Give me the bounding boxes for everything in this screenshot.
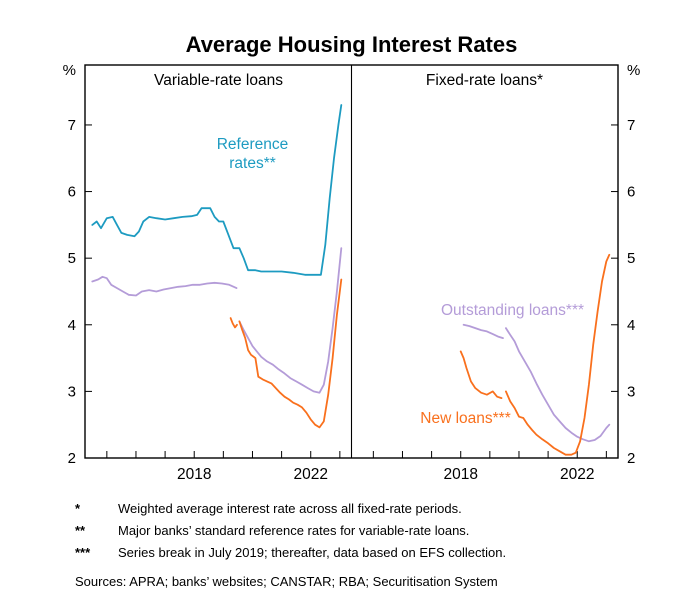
chart-canvas: 2 2 3 3 4 4 5 5 6 6 7 7% % 2018 2022 2018 2022 (63, 62, 641, 483)
footnote-text: Major banks’ standard reference rates fo… (118, 523, 470, 538)
y-axis-unit: % (63, 62, 76, 79)
y-axis-label: 5 (627, 250, 635, 267)
y-axis-label: 6 (68, 184, 76, 201)
series-line (462, 323, 504, 339)
y-axis-unit: % (627, 62, 640, 79)
chart-title: Average Housing Interest Rates (185, 32, 518, 57)
series-label-outstanding-loans: Outstanding loans*** (440, 302, 585, 319)
panel-label-fixed: Fixed-rate loans* (425, 72, 544, 89)
y-axis-label: 6 (627, 184, 635, 201)
series-line (91, 275, 238, 297)
panel-label-variable: Variable-rate loans (154, 72, 283, 89)
x-axis-label: 2022 (560, 466, 594, 483)
footnote-marker: ** (75, 523, 86, 538)
y-axis-label: 2 (68, 450, 76, 467)
series-line (91, 104, 343, 276)
footnote-marker: * (75, 501, 81, 516)
sources-line: Sources: APRA; banks’ websites; CANSTAR;… (75, 574, 498, 589)
y-axis-label: 4 (627, 317, 635, 334)
footnote-text: Weighted average interest rate across al… (118, 501, 462, 516)
y-axis-label: 3 (68, 383, 76, 400)
y-axis-label: 7 (627, 117, 635, 134)
series-line (229, 317, 238, 329)
series-line (238, 247, 343, 394)
footnote-row: * Weighted average interest rate across … (75, 501, 635, 516)
y-axis-label: 5 (68, 250, 76, 267)
footnote-row: ** Major banks’ standard reference rates… (75, 523, 635, 538)
footnote-marker: *** (75, 545, 91, 560)
series-line (505, 253, 611, 456)
series-label-new-loans: New loans*** (420, 410, 511, 427)
series-line (238, 278, 343, 429)
footnotes: * Weighted average interest rate across … (75, 501, 635, 567)
y-axis-label: 2 (627, 450, 635, 467)
footnote-text: Series break in July 2019; thereafter, d… (118, 545, 507, 560)
y-axis-label: 7 (68, 117, 76, 134)
series-label-reference-rates: Reference rates** (216, 136, 289, 173)
y-axis-label: 4 (68, 317, 76, 334)
series-line (459, 350, 503, 399)
x-axis-label: 2018 (177, 466, 211, 483)
x-axis-label: 2018 (443, 466, 477, 483)
footnote-row: *** Series break in July 2019; thereafte… (75, 545, 635, 560)
y-axis-label: 3 (627, 383, 635, 400)
series-line (505, 327, 611, 443)
x-axis-label: 2022 (293, 466, 327, 483)
